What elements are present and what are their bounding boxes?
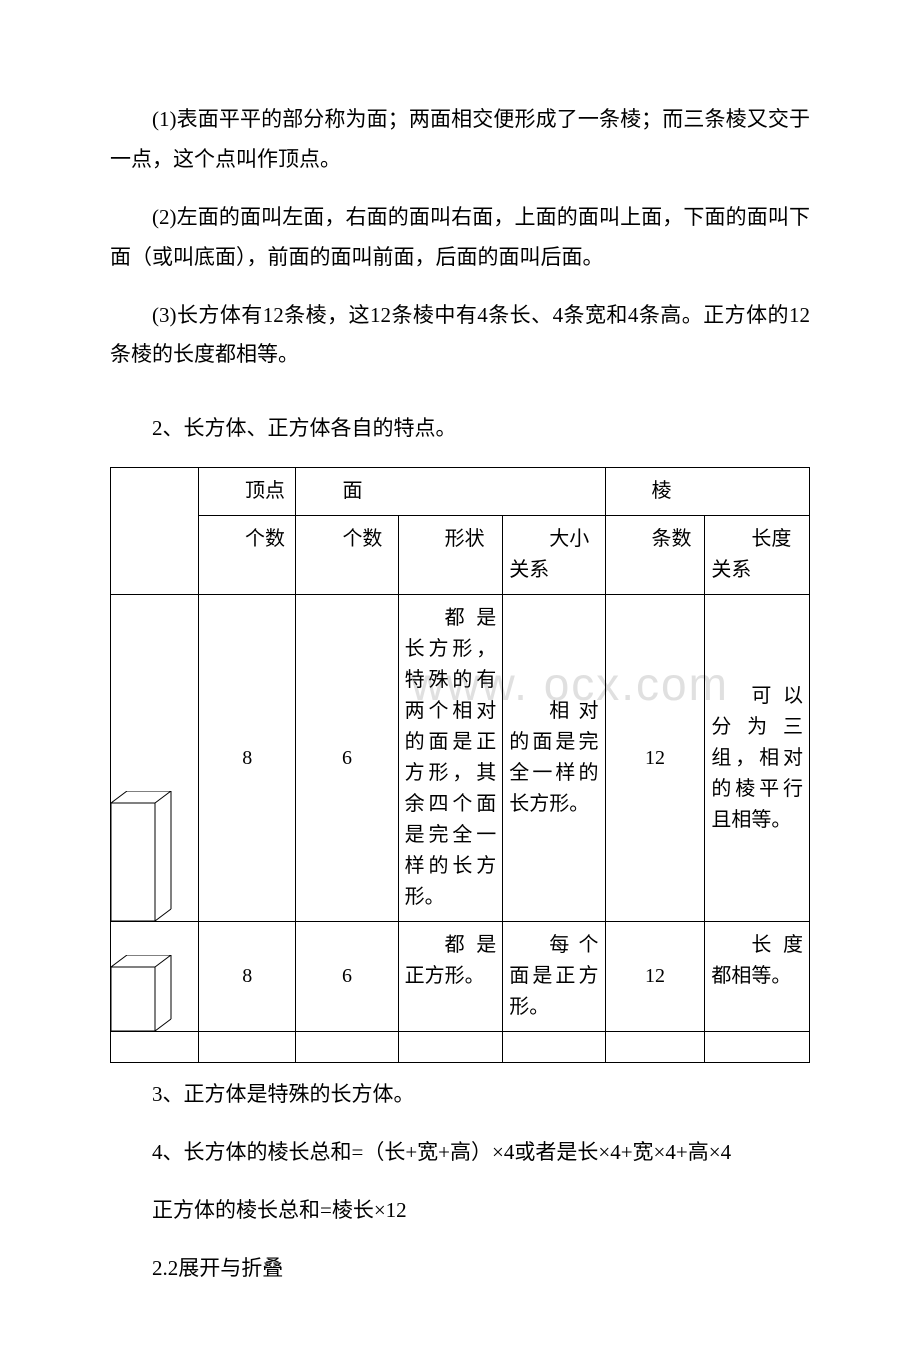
empty-cell-1 — [111, 1032, 199, 1063]
cell-cube-edges: 12 — [605, 922, 705, 1032]
header-shape-blank — [111, 468, 199, 595]
header-vertex-label: 顶点 — [205, 476, 289, 507]
paragraph-3: (3)长方体有12条棱，这12条棱中有4条长、4条宽和4条高。正方体的12条棱的… — [110, 296, 810, 376]
empty-cell-4 — [398, 1032, 503, 1063]
cell-cuboid-faces: 6 — [296, 595, 398, 922]
header-edge-count: 条数 — [605, 516, 705, 595]
header-face-shape: 形状 — [398, 516, 503, 595]
table-row-cube: 8 6 都是正方形。 每个面是正方形。 12 长度都相等。 — [111, 922, 810, 1032]
paragraph-6: 4、长方体的棱长总和=（长+宽+高）×4或者是长×4+宽×4+高×4 — [110, 1133, 810, 1173]
cell-cube-len-text: 长度都相等。 — [711, 930, 803, 992]
table-header-row-1: 顶点 面 棱 — [111, 468, 810, 516]
header-edge-count-label: 条数 — [612, 524, 699, 555]
header-size-rel-label: 大小关系 — [509, 524, 598, 586]
header-face-count: 个数 — [296, 516, 398, 595]
cell-cube-shape-text: 都是正方形。 — [405, 930, 497, 992]
empty-cell-3 — [296, 1032, 398, 1063]
header-len-rel: 长度关系 — [705, 516, 810, 595]
empty-cell-5 — [503, 1032, 605, 1063]
header-face-label: 面 — [302, 476, 598, 507]
cell-cube-faces: 6 — [296, 922, 398, 1032]
cube-icon — [111, 955, 173, 1031]
empty-cell-7 — [705, 1032, 810, 1063]
cell-cuboid-vertices: 8 — [198, 595, 295, 922]
empty-cell-2 — [198, 1032, 295, 1063]
properties-table: 顶点 面 棱 个数 个数 形状 大小关系 条数 长度关系 — [110, 467, 810, 1063]
cell-cube-shape — [111, 922, 199, 1032]
cell-cuboid-size-rel: 相对的面是完全一样的长方形。 — [503, 595, 605, 922]
header-face-count-label: 个数 — [302, 524, 391, 555]
cell-cube-vertices: 8 — [198, 922, 295, 1032]
table-row-empty — [111, 1032, 810, 1063]
paragraph-1: (1)表面平平的部分称为面；两面相交便形成了一条棱；而三条棱又交于一点，这个点叫… — [110, 100, 810, 180]
cell-cuboid-shape-desc: 都是长方形，特殊的有两个相对的面是正方形，其余四个面是完全一样的长方形。 — [398, 595, 503, 922]
header-vertex: 顶点 — [198, 468, 295, 516]
cell-cuboid-len-rel: 可以分为三组，相对的棱平行且相等。 — [705, 595, 810, 922]
paragraph-8: 2.2展开与折叠 — [110, 1249, 810, 1289]
header-face-shape-label: 形状 — [405, 524, 497, 555]
cell-cuboid-len-text: 可以分为三组，相对的棱平行且相等。 — [711, 681, 803, 836]
header-edge-label: 棱 — [612, 476, 803, 507]
table-header-row-2: 个数 个数 形状 大小关系 条数 长度关系 — [111, 516, 810, 595]
cell-cube-shape-desc: 都是正方形。 — [398, 922, 503, 1032]
table-container: www. ocx.com 顶点 面 棱 个数 个数 形状 — [110, 467, 810, 1063]
header-size-rel: 大小关系 — [503, 516, 605, 595]
paragraph-4: 2、长方体、正方体各自的特点。 — [110, 409, 810, 449]
cuboid-icon — [111, 791, 173, 921]
cell-cuboid-shape-text: 都是长方形，特殊的有两个相对的面是正方形，其余四个面是完全一样的长方形。 — [405, 603, 497, 913]
cell-cube-len-rel: 长度都相等。 — [705, 922, 810, 1032]
header-vertex-count-label: 个数 — [205, 524, 289, 555]
cell-cuboid-edges: 12 — [605, 595, 705, 922]
cell-cube-size-rel: 每个面是正方形。 — [503, 922, 605, 1032]
header-edge: 棱 — [605, 468, 809, 516]
empty-cell-6 — [605, 1032, 705, 1063]
cell-cuboid-shape — [111, 595, 199, 922]
paragraph-5: 3、正方体是特殊的长方体。 — [110, 1075, 810, 1115]
header-vertex-count: 个数 — [198, 516, 295, 595]
header-len-rel-label: 长度关系 — [711, 524, 803, 586]
table-row-cuboid: 8 6 都是长方形，特殊的有两个相对的面是正方形，其余四个面是完全一样的长方形。… — [111, 595, 810, 922]
paragraph-7: 正方体的棱长总和=棱长×12 — [110, 1191, 810, 1231]
cell-cuboid-size-text: 相对的面是完全一样的长方形。 — [509, 696, 598, 820]
paragraph-2: (2)左面的面叫左面，右面的面叫右面，上面的面叫上面，下面的面叫下面（或叫底面）… — [110, 198, 810, 278]
cell-cube-size-text: 每个面是正方形。 — [509, 930, 598, 1023]
header-face: 面 — [296, 468, 605, 516]
